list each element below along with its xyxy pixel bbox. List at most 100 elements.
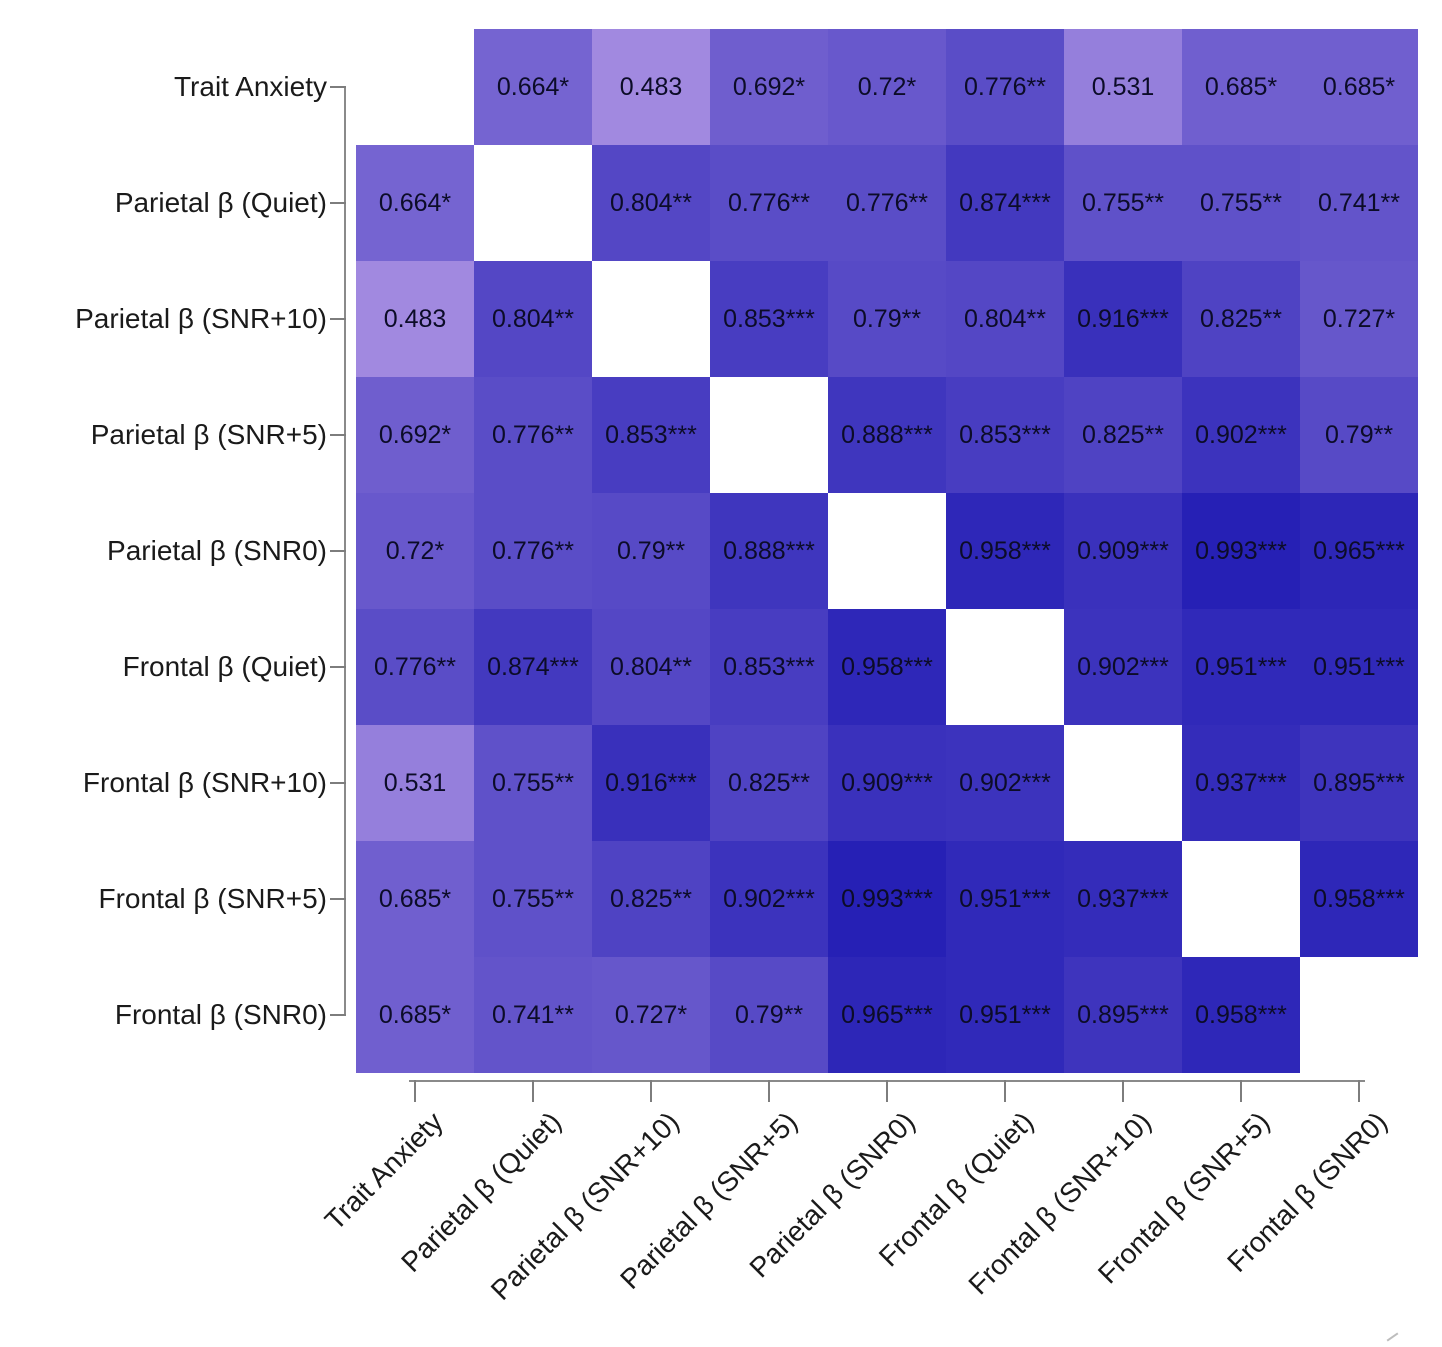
y-axis-label: Parietal β (SNR0) <box>107 535 327 566</box>
cell-value: 0.965*** <box>1313 536 1405 565</box>
y-axis-label: Trait Anxiety <box>173 71 327 102</box>
cell-value: 0.776** <box>845 188 929 217</box>
y-axis-tick <box>330 86 346 88</box>
heatmap-cell: 0.825** <box>1064 377 1182 493</box>
x-axis-tick <box>886 1080 888 1102</box>
heatmap-cell: 0.664* <box>356 145 474 261</box>
y-axis-tick <box>330 898 346 900</box>
cell-value: 0.79** <box>734 1000 804 1029</box>
cell-value: 0.755** <box>491 884 575 913</box>
y-axis-label: Parietal β (SNR+10) <box>75 303 327 334</box>
x-axis-tick <box>1004 1080 1006 1102</box>
heatmap-cell: 0.853*** <box>710 261 828 377</box>
cell-value: 0.685* <box>1204 72 1278 101</box>
heatmap-cell: 0.951*** <box>946 841 1064 957</box>
y-axis-label: Parietal β (Quiet) <box>114 187 327 218</box>
heatmap-cell: 0.692* <box>356 377 474 493</box>
heatmap-cell: 0.72* <box>828 29 946 145</box>
cell-value: 0.804** <box>963 304 1047 333</box>
cell-value: 0.664* <box>496 72 570 101</box>
heatmap-cell: 0.804** <box>592 609 710 725</box>
x-axis-tick <box>532 1080 534 1102</box>
heatmap-cell: 0.825** <box>592 841 710 957</box>
x-axis-tick <box>768 1080 770 1102</box>
heatmap-cell: 0.776** <box>946 29 1064 145</box>
cell-value: 0.727* <box>1322 304 1396 333</box>
heatmap-cell: 0.776** <box>828 145 946 261</box>
cell-value: 0.902*** <box>1077 652 1169 681</box>
heatmap-cell: 0.692* <box>710 29 828 145</box>
heatmap-cell: 0.79** <box>592 493 710 609</box>
heatmap-cell: 0.755** <box>474 841 592 957</box>
cell-value: 0.755** <box>1199 188 1283 217</box>
heatmap-cell: 0.727* <box>592 957 710 1073</box>
heatmap-cell: 0.825** <box>1182 261 1300 377</box>
cell-value: 0.776** <box>963 72 1047 101</box>
heatmap-cell: 0.853*** <box>592 377 710 493</box>
heatmap-cell: 0.937*** <box>1182 725 1300 841</box>
cell-value: 0.483 <box>383 304 447 333</box>
cell-value: 0.755** <box>491 768 575 797</box>
cell-value: 0.741** <box>1317 188 1401 217</box>
heatmap-cell: 0.755** <box>1182 145 1300 261</box>
heatmap-cell: 0.804** <box>946 261 1064 377</box>
cell-value: 0.937*** <box>1077 884 1169 913</box>
heatmap-cell: 0.888*** <box>710 493 828 609</box>
y-axis-tick <box>330 434 346 436</box>
cell-value: 0.483 <box>619 72 683 101</box>
cell-value: 0.825** <box>727 768 811 797</box>
x-axis-tick <box>650 1080 652 1102</box>
cell-value: 0.727* <box>614 1000 688 1029</box>
cell-value: 0.916*** <box>1077 304 1169 333</box>
heatmap-cell: 0.483 <box>356 261 474 377</box>
cell-value: 0.72* <box>857 72 917 101</box>
heatmap-cell: 0.755** <box>474 725 592 841</box>
heatmap-cell: 0.72* <box>356 493 474 609</box>
heatmap-cell: 0.804** <box>474 261 592 377</box>
cell-value: 0.804** <box>491 304 575 333</box>
cell-value: 0.776** <box>373 652 457 681</box>
cell-value: 0.531 <box>383 768 447 797</box>
cell-value: 0.79** <box>852 304 922 333</box>
heatmap-cell: 0.853*** <box>710 609 828 725</box>
heatmap-cell: 0.79** <box>828 261 946 377</box>
y-axis-label: Frontal β (Quiet) <box>122 651 327 682</box>
x-axis-tick <box>1358 1080 1360 1102</box>
heatmap-cell: 0.685* <box>1182 29 1300 145</box>
heatmap-cell: 0.965*** <box>828 957 946 1073</box>
cell-value: 0.937*** <box>1195 768 1287 797</box>
x-axis-tick <box>1240 1080 1242 1102</box>
heatmap-cell: 0.993*** <box>828 841 946 957</box>
cell-value: 0.531 <box>1091 72 1155 101</box>
cell-value: 0.909*** <box>1077 536 1169 565</box>
heatmap-cell: 0.916*** <box>592 725 710 841</box>
cell-value: 0.776** <box>491 420 575 449</box>
cell-value: 0.825** <box>1081 420 1165 449</box>
heatmap-cell: 0.741** <box>1300 145 1418 261</box>
cell-value: 0.874*** <box>959 188 1051 217</box>
heatmap-cell: 0.909*** <box>828 725 946 841</box>
cell-value: 0.692* <box>378 420 452 449</box>
cell-value: 0.965*** <box>841 1000 933 1029</box>
heatmap-cell: 0.685* <box>356 957 474 1073</box>
heatmap-cell: 0.727* <box>1300 261 1418 377</box>
y-axis-tick <box>330 782 346 784</box>
heatmap-cell: 0.755** <box>1064 145 1182 261</box>
cell-value: 0.958*** <box>959 536 1051 565</box>
cell-value: 0.804** <box>609 188 693 217</box>
heatmap-cell: 0.902*** <box>946 725 1064 841</box>
heatmap-cell: 0.965*** <box>1300 493 1418 609</box>
cell-value: 0.72* <box>385 536 445 565</box>
heatmap-cell: 0.993*** <box>1182 493 1300 609</box>
cell-value: 0.958*** <box>841 652 933 681</box>
y-axis-tick <box>330 666 346 668</box>
heatmap-cell: 0.741** <box>474 957 592 1073</box>
cell-value: 0.895*** <box>1313 768 1405 797</box>
cell-value: 0.951*** <box>959 884 1051 913</box>
cell-value: 0.685* <box>1322 72 1396 101</box>
heatmap-cell: 0.483 <box>592 29 710 145</box>
x-axis-label: Trait Anxiety <box>318 1106 449 1237</box>
cell-value: 0.804** <box>609 652 693 681</box>
x-axis-tick <box>1122 1080 1124 1102</box>
